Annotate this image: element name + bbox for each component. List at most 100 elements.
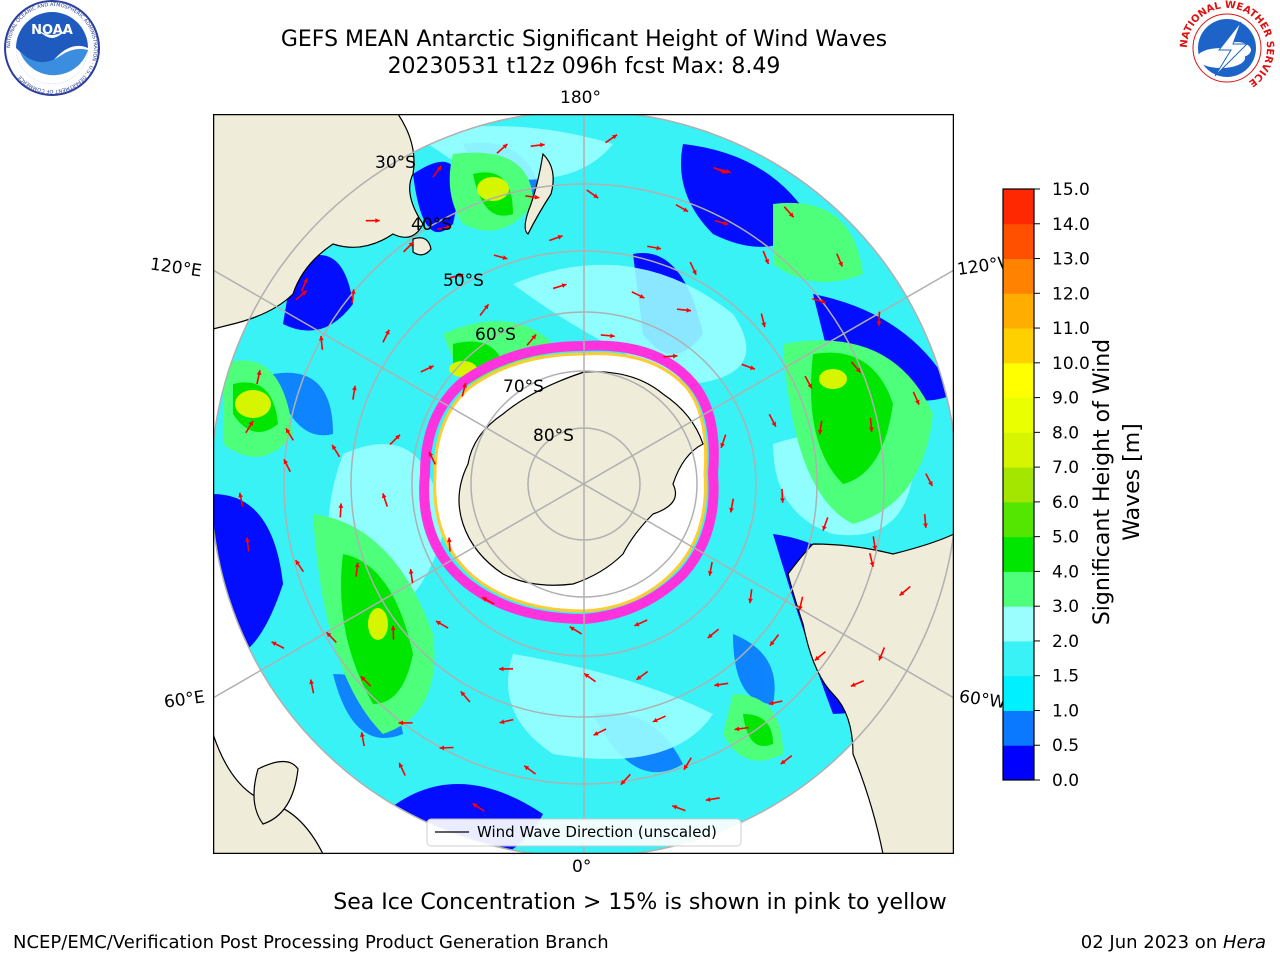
wave-direction-arrowhead — [557, 235, 563, 240]
colorbar-tick-label: 3.0 — [1052, 597, 1079, 617]
colorbar-tick-label: 2.0 — [1052, 632, 1079, 652]
legend-label: Wind Wave Direction (unscaled) — [477, 823, 717, 841]
wave-direction-arrowhead — [672, 805, 678, 810]
colorbar-segment — [1003, 362, 1034, 399]
wave-direction-arrowhead — [390, 625, 396, 631]
wave-direction-arrowhead — [534, 194, 540, 200]
wind-wave-arrows — [238, 134, 934, 812]
wave-direction-arrowhead — [360, 676, 366, 682]
wave-direction-arrowhead — [620, 779, 626, 785]
colorbar-segment — [1003, 397, 1034, 433]
colorbar-tick-label: 1.0 — [1052, 701, 1079, 721]
colorbar-segment — [1003, 606, 1034, 642]
wave-direction-arrowhead — [360, 732, 365, 738]
wave-direction-arrowhead — [319, 335, 324, 341]
wave-direction-arrowhead — [499, 666, 504, 672]
wave-direction-arrowhead — [428, 365, 434, 371]
colorbar-segment — [1003, 258, 1034, 294]
colorbar-segment — [1003, 571, 1034, 607]
wave-direction-arrowhead — [652, 717, 658, 723]
wave-direction-arrowhead — [569, 626, 575, 632]
wave-direction-arrowhead — [256, 370, 262, 376]
wave-direction-arrowhead — [612, 134, 618, 140]
wave-direction-arrowhead — [838, 261, 843, 267]
lon-label-180: 180° — [560, 88, 601, 108]
wave-direction-arrowhead — [928, 481, 933, 487]
wave-direction-arrowhead — [814, 655, 820, 661]
wave-direction-arrowhead — [248, 420, 254, 426]
run-date: 02 Jun 2023 on Hera — [1080, 932, 1266, 953]
lat-label-70s: 70°S — [503, 377, 544, 397]
wave-direction-arrowhead — [764, 258, 769, 264]
lat-label-60s: 60°S — [475, 325, 516, 345]
wave-direction-arrowhead — [408, 569, 414, 574]
wave-direction-arrowhead — [436, 165, 442, 171]
colorbar-segment — [1003, 432, 1034, 468]
colorbar-tick-label: 7.0 — [1052, 458, 1079, 478]
wave-direction-arrowhead — [326, 632, 332, 638]
wave-direction-arrowhead — [271, 641, 277, 646]
colorbar-segment — [1003, 223, 1034, 260]
wave-direction-arrowhead — [238, 492, 244, 498]
colorbar-tick-label: 4.0 — [1052, 562, 1079, 582]
wave-direction-arrowhead — [381, 493, 387, 499]
colorbar: 0.0 0.5 1.0 1.5 2.0 3.0 4.0 5.0 6.0 7.0 8.0 9.0 10.0… — [1002, 180, 1090, 790]
colorbar-tick-label: 9.0 — [1052, 389, 1079, 409]
colorbar-tick-label: 8.0 — [1052, 423, 1079, 443]
wave-direction-arrowhead — [502, 144, 508, 149]
wave-direction-arrowhead — [780, 759, 786, 765]
wave-direction-arrowhead — [683, 764, 689, 770]
wave-direction-arrowhead — [705, 797, 711, 802]
wave-direction-arrowhead — [332, 444, 337, 450]
wave-direction-arrowhead — [482, 597, 488, 602]
colorbar-segment — [1003, 501, 1034, 538]
wave-direction-arrowhead — [820, 299, 826, 304]
wave-direction-arrowhead — [807, 383, 812, 389]
wave-direction-arrowhead — [878, 655, 883, 661]
wave-height-map: 30°S 40°S 50°S 60°S 70°S 80°S Wind Wave … — [212, 113, 955, 855]
polar-map: 30°S 40°S 50°S 60°S 70°S 80°S Wind Wave … — [212, 113, 955, 855]
wave-direction-arrowhead — [788, 212, 794, 218]
antarctica — [458, 371, 704, 586]
wave-direction-arrowhead — [850, 682, 856, 687]
colorbar-tick-label: 5.0 — [1052, 528, 1079, 548]
arrow-legend: Wind Wave Direction (unscaled) — [426, 818, 742, 847]
colorbar-tick-label: 10.0 — [1052, 354, 1090, 374]
wave-direction-arrowhead — [768, 700, 774, 706]
lon-label-0: 0° — [572, 857, 592, 877]
wave-direction-arrowhead — [439, 745, 445, 751]
wave-direction-arrowhead — [770, 640, 775, 646]
wave-direction-arrowhead — [531, 334, 537, 340]
wave-direction-arrowhead — [295, 560, 301, 566]
lat-label-30s: 30°S — [375, 153, 416, 173]
wave-direction-arrowhead — [350, 289, 356, 294]
wave-direction-arrowhead — [584, 673, 590, 679]
wave-direction-arrowhead — [915, 399, 920, 405]
colorbar-tick-label: 6.0 — [1052, 493, 1079, 513]
graticule — [213, 114, 954, 854]
wave-direction-arrowhead — [395, 434, 400, 440]
wave-direction-arrowhead — [720, 442, 725, 448]
colorbar-segment — [1003, 745, 1034, 781]
wave-direction-arrowhead — [868, 427, 874, 432]
colorbar-segment — [1003, 536, 1034, 572]
wave-direction-arrowhead — [692, 269, 697, 275]
wave-direction-arrowhead — [636, 675, 642, 680]
sea-ice-note: Sea Ice Concentration > 15% is shown in … — [333, 890, 947, 915]
wave-direction-arrowhead — [338, 503, 344, 508]
wave-direction-arrowhead — [352, 385, 357, 391]
colorbar-segment — [1003, 328, 1034, 364]
colorbar-tick-label: 15.0 — [1052, 180, 1090, 200]
noaa-logo-icon: NOAA NATIONAL OCEANIC AND ATMOSPHERIC AD… — [4, 0, 100, 96]
wave-direction-arrowhead — [561, 283, 567, 288]
wave-direction-arrowhead — [462, 382, 467, 388]
wave-direction-arrowhead — [502, 255, 508, 260]
colorbar-tick-label: 11.0 — [1052, 319, 1090, 339]
wave-direction-arrowhead — [748, 598, 753, 604]
wave-direction-arrowhead — [540, 142, 545, 148]
colorbar-segment — [1003, 675, 1034, 711]
wave-direction-arrowhead — [375, 218, 380, 224]
colorbar-tick-label: 0.0 — [1052, 771, 1079, 790]
colorbar-segment — [1003, 640, 1034, 677]
colorbar-segment — [1003, 189, 1034, 225]
